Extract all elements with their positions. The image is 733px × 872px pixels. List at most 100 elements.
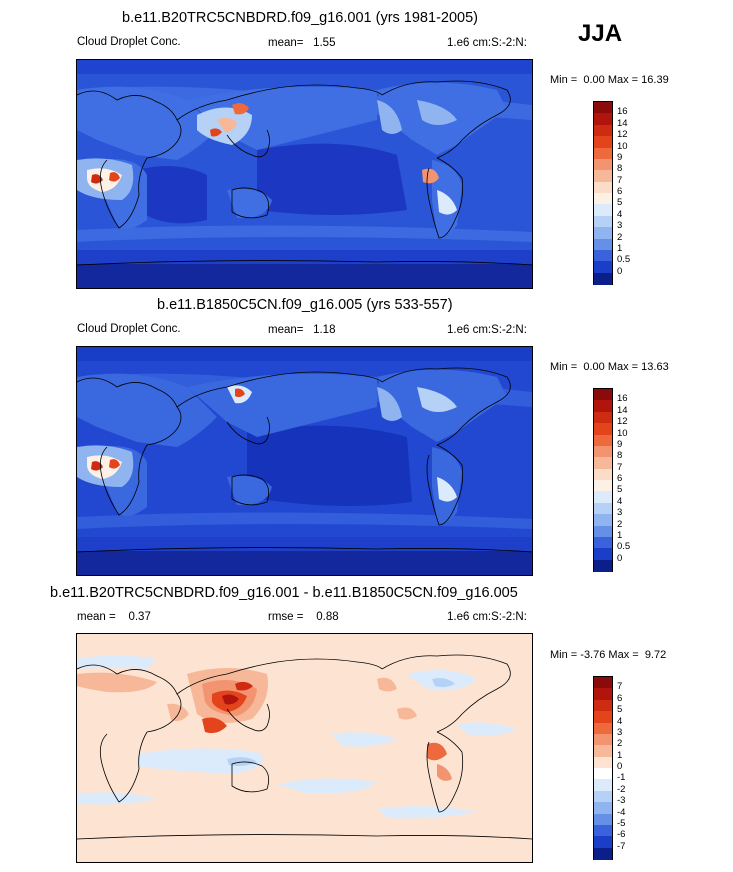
panel1-units: 1.e6 cm:S:-2:N: <box>447 37 527 49</box>
panel3-colorbar-swatch <box>594 722 612 735</box>
panel3-colorbar-swatch <box>594 802 612 814</box>
panel2-colorbar-swatch <box>594 389 612 401</box>
panel3-mean-label: mean = 0.37 <box>77 611 151 623</box>
panel2-mean-value: 1.18 <box>313 324 336 336</box>
panel3-rmse-value: 0.88 <box>316 611 339 623</box>
panel3-colorbar-tick-label: 1 <box>617 749 623 761</box>
panel2-colorbar: 16 14 12 10 9 8 7 6 5 4 3 2 1 0.5 0 <box>593 388 653 574</box>
panel3-colorbar-swatch <box>594 847 612 860</box>
panel3-colorbar-tick-label: 5 <box>617 704 623 716</box>
panel3-colorbar-tick-label: 0 <box>617 761 623 772</box>
panel1-colorbar-swatch <box>594 147 612 160</box>
panel1-colorbar: 16 14 12 10 9 8 7 6 5 4 3 2 1 0.5 0 <box>593 101 653 287</box>
panel3-max-value: 9.72 <box>644 649 667 661</box>
panel1-colorbar-swatch <box>594 204 612 217</box>
panel1-colorbar-swatch <box>594 261 612 274</box>
panel1-colorbar-swatch <box>594 158 612 171</box>
panel1-mean-value: 1.55 <box>313 37 336 49</box>
panel2-colorbar-swatch <box>594 559 612 572</box>
panel2-colorbar-swatch <box>594 468 612 481</box>
panel2-colorbar-tick-label: 4 <box>617 495 623 507</box>
panel1-colorbar-swatch <box>594 181 612 194</box>
panel1-colorbar-swatch <box>594 113 612 126</box>
panel3-rmse-key: rmse = <box>268 611 304 623</box>
panel3-colorbar-tick-label: -3 <box>617 795 626 807</box>
panel3-colorbar-swatches <box>593 676 613 860</box>
panel2-colorbar-swatch <box>594 434 612 447</box>
panel3-colorbar-swatch <box>594 733 612 746</box>
panel3-colorbar: 7 6 5 4 3 2 1 0 -1 -2 -3 -4 -5 -6 -7 <box>593 676 653 862</box>
panel1-title: b.e11.B20TRC5CNBDRD.f09_g16.001 (yrs 198… <box>122 10 478 26</box>
panel1-colorbar-swatch <box>594 170 612 183</box>
panel2-minmax: Min = 0.00 Max = 13.63 <box>550 361 669 373</box>
panel3-colorbar-swatch <box>594 790 612 803</box>
panel3-min-key: Min = <box>550 649 578 661</box>
panel1-map <box>76 59 533 289</box>
panel3-colorbar-swatch <box>594 836 612 849</box>
panel3-colorbar-swatch <box>594 756 612 769</box>
panel3-colorbar-tick-label: 6 <box>617 692 623 704</box>
panel1-variable-label: Cloud Droplet Conc. <box>77 36 181 48</box>
panel1-colorbar-swatch <box>594 272 612 285</box>
panel1-colorbar-tick-label: 9 <box>617 151 623 163</box>
panel1-colorbar-tick-label: 16 <box>617 106 628 118</box>
panel3-units: 1.e6 cm:S:-2:N: <box>447 611 527 623</box>
panel1-colorbar-swatch <box>594 227 612 239</box>
panel3-colorbar-tick-label: -1 <box>617 772 626 784</box>
panel2-colorbar-swatch <box>594 480 612 492</box>
panel1-colorbar-tick-label: 2 <box>617 231 623 243</box>
panel3-colorbar-tick-label: 2 <box>617 738 623 750</box>
panel3-colorbar-swatch <box>594 677 612 689</box>
panel3-colorbar-tick-label: -4 <box>617 806 626 818</box>
panel1-colorbar-swatch <box>594 124 612 137</box>
panel2-colorbar-tick-label: 12 <box>617 416 628 428</box>
panel2-colorbar-swatch <box>594 411 612 424</box>
panel3-colorbar-swatch <box>594 768 612 780</box>
panel2-colorbar-tick-label: 3 <box>617 507 623 519</box>
panel1-colorbar-tick-label: 7 <box>617 174 623 186</box>
panel2-colorbar-swatch <box>594 491 612 504</box>
panel3-min-value: -3.76 <box>580 649 606 661</box>
panel1-max-key: Max = <box>607 74 639 86</box>
panel1-colorbar-tick-label: 1 <box>617 242 623 254</box>
panel2-colorbar-swatch <box>594 400 612 413</box>
panel3-title: b.e11.B20TRC5CNBDRD.f09_g16.001 - b.e11.… <box>50 585 518 601</box>
panel1-colorbar-tick-label: 4 <box>617 208 623 220</box>
panel1-colorbar-swatch <box>594 215 612 228</box>
panel2-colorbar-swatch <box>594 514 612 526</box>
panel1-max-value: 16.39 <box>641 74 669 86</box>
panel3-colorbar-tick-label: 4 <box>617 715 623 727</box>
panel3-max-key: Max = <box>608 649 639 661</box>
panel3-colorbar-swatch <box>594 745 612 758</box>
panel2-mean-key: mean= <box>268 324 304 336</box>
panel2-colorbar-tick-label: 0 <box>617 552 623 564</box>
panel2-colorbar-swatches <box>593 388 613 572</box>
panel2-colorbar-swatch <box>594 525 612 538</box>
panel3-colorbar-swatch <box>594 824 612 837</box>
panel1-min-key: Min = <box>550 74 578 86</box>
panel3-colorbar-tick-label: 7 <box>617 681 623 693</box>
panel1-colorbar-tick-label: 6 <box>617 186 623 197</box>
panel2-colorbar-tick-label: 16 <box>617 393 628 405</box>
panel2-max-key: Max = <box>607 361 639 373</box>
panel2-units: 1.e6 cm:S:-2:N: <box>447 324 527 336</box>
panel1-colorbar-tick-label: 10 <box>617 140 628 152</box>
panel1-colorbar-tick-label: 0.5 <box>617 254 631 266</box>
panel2-colorbar-tick-label: 5 <box>617 484 623 496</box>
panel3-rmse-label: rmse = 0.88 <box>268 611 339 623</box>
panel1-colorbar-tick-label: 3 <box>617 220 623 232</box>
panel1-colorbar-tick-label: 8 <box>617 163 623 175</box>
panel2-colorbar-tick-label: 14 <box>617 404 628 416</box>
panel1-colorbar-swatch <box>594 249 612 262</box>
panel2-colorbar-swatch <box>594 457 612 470</box>
panel2-title: b.e11.B1850C5CN.f09_g16.005 (yrs 533-557… <box>157 297 453 313</box>
panel3-mean-key: mean = <box>77 611 116 623</box>
panel2-map <box>76 346 533 576</box>
panel1-minmax: Min = 0.00 Max = 16.39 <box>550 74 669 86</box>
panel2-min-key: Min = <box>550 361 578 373</box>
panel2-colorbar-tick-label: 9 <box>617 438 623 450</box>
panel3-colorbar-swatch <box>594 813 612 826</box>
panel2-colorbar-tick-label: 8 <box>617 450 623 462</box>
panel1-colorbar-tick-label: 12 <box>617 129 628 141</box>
panel2-colorbar-tick-label: 2 <box>617 518 623 530</box>
